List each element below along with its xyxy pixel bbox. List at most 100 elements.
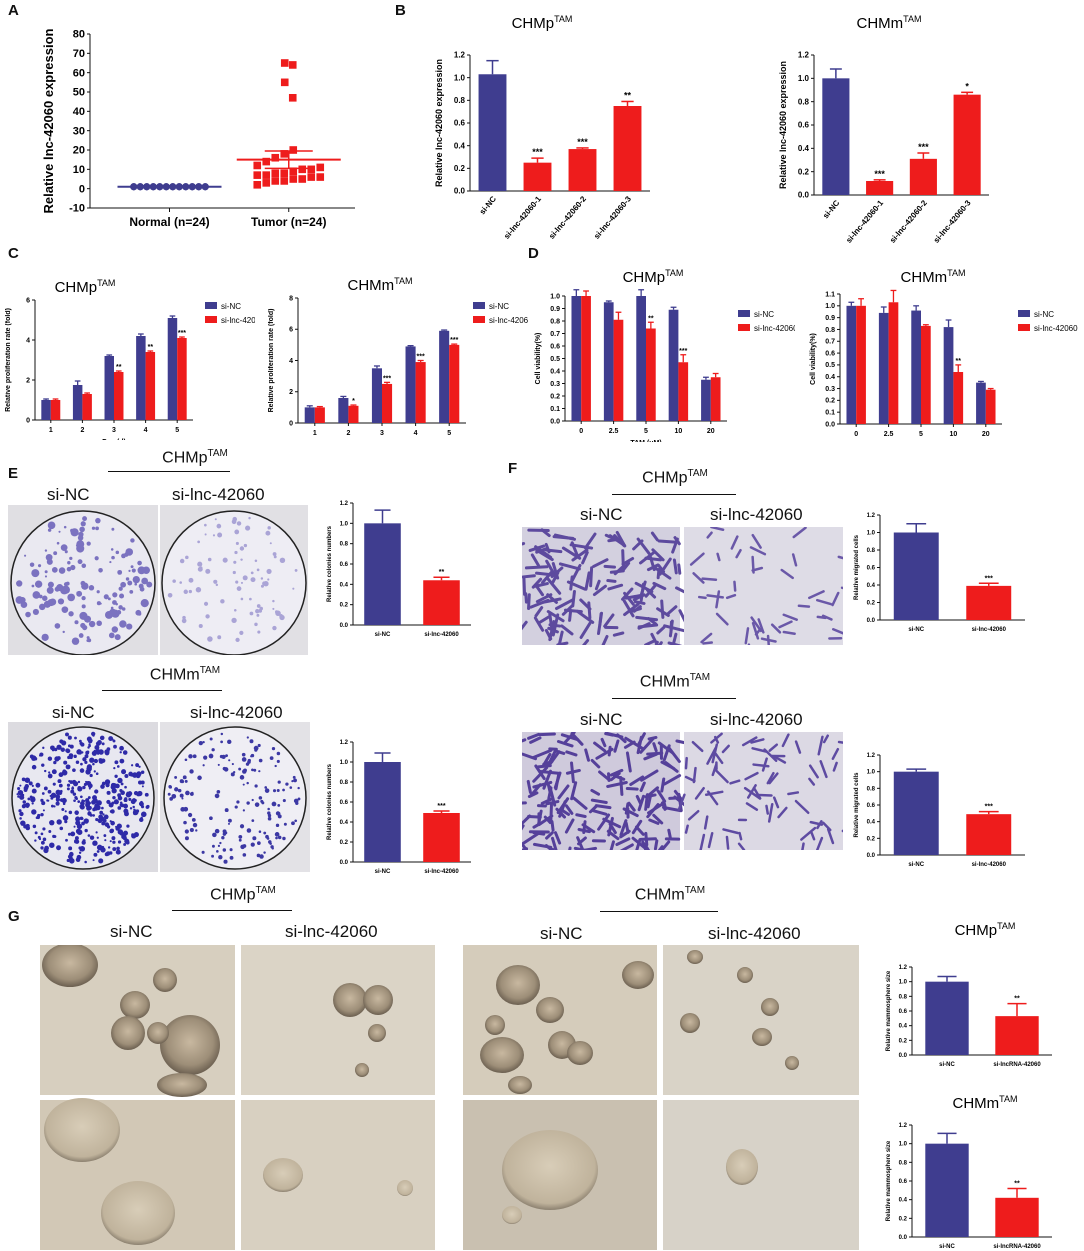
y-tick-label: 0.4 <box>340 820 349 826</box>
data-point <box>253 181 262 189</box>
y-axis-label: Relative lnc-42060 expression <box>41 28 56 213</box>
y-tick-label: 0.6 <box>825 350 835 357</box>
y-axis-label: Cell viability(%) <box>810 333 817 385</box>
bar <box>995 1197 1039 1237</box>
x-axis-label: TAM (uM) <box>630 440 661 442</box>
g-mammosphere-photos <box>40 945 859 1250</box>
y-tick-label: 60 <box>73 67 85 79</box>
data-point <box>298 165 307 174</box>
legend-swatch <box>1018 324 1030 331</box>
data-point <box>271 153 280 162</box>
x-tick-label: 10 <box>675 428 683 435</box>
y-tick-label: 1.0 <box>798 74 810 83</box>
chart-f1-bar: 0.0 0.2 0.4 0.6 0.8 1.0 1.2 Relative migrated c… <box>854 513 1025 633</box>
data-point <box>289 175 298 183</box>
y-tick-label: 0.0 <box>550 418 560 425</box>
y-tick-label: 1.2 <box>340 501 349 507</box>
legend-swatch <box>205 316 217 323</box>
y-axis-label: Relative colonies numbers <box>327 763 333 840</box>
y-tick-label: 0.8 <box>899 1160 908 1166</box>
y-tick-label: 80 <box>73 29 85 41</box>
g-label-si-nc-right: si-NC <box>540 924 583 943</box>
bar <box>678 362 689 421</box>
x-tick-label: si-lnc-42060 <box>424 632 459 638</box>
y-tick-label: 0.2 <box>798 167 810 176</box>
significance-mark: ** <box>1014 1180 1020 1187</box>
significance-mark: *** <box>450 337 458 344</box>
y-tick-label: 0.4 <box>899 1024 908 1030</box>
data-point <box>316 163 325 172</box>
chart-title: CHMmTAM <box>953 1094 1018 1112</box>
x-tick-label: si-lnc-42060 <box>424 869 459 875</box>
f-migration-photos-chmm <box>522 732 843 850</box>
y-tick-label: 0.8 <box>867 548 876 554</box>
data-point <box>316 173 325 181</box>
bar <box>177 338 187 420</box>
bar <box>423 813 460 862</box>
panel-letter-e: E <box>8 465 19 482</box>
bar <box>50 400 61 420</box>
x-tick-label: 5 <box>644 428 648 435</box>
y-tick-label: 0.4 <box>340 582 349 588</box>
chart-e2-bar: 0.0 0.2 0.4 0.6 0.8 1.0 1.2 Relative colonies n… <box>327 740 471 875</box>
chart-b1-bar: 0.0 0.2 0.4 0.6 0.8 1.0 1.2 Relative lnc-42060 … <box>434 14 650 241</box>
significance-mark: ** <box>648 315 654 322</box>
significance-mark: ** <box>624 90 632 100</box>
bar <box>72 385 83 420</box>
g-divider-left <box>172 910 292 911</box>
bar <box>568 149 597 191</box>
y-tick-label: 0.6 <box>867 803 876 809</box>
legend-label: si-lnc-42060 <box>489 316 528 325</box>
bar <box>423 580 460 625</box>
x-tick-label: 4 <box>414 430 418 437</box>
f-divider-top <box>612 494 736 495</box>
legend-swatch <box>473 316 485 323</box>
y-tick-label: 6 <box>26 297 30 304</box>
bar <box>603 302 614 421</box>
legend-label: si-lnc-42060 <box>754 324 795 333</box>
bar <box>668 309 679 421</box>
x-tick-label: 1 <box>313 430 317 437</box>
x-tick-label: 3 <box>112 427 116 434</box>
x-tick-label: si-NC <box>908 627 924 633</box>
x-tick-label: si-lnc-42060-3 <box>592 194 633 241</box>
bar <box>953 372 964 424</box>
significance-mark: ** <box>116 364 122 371</box>
g-divider-right <box>600 911 718 912</box>
significance-mark: * <box>352 398 355 405</box>
y-tick-label: 0.2 <box>899 1038 908 1044</box>
x-tick-label: si-NC <box>375 632 391 638</box>
legend-label: si-NC <box>221 302 241 311</box>
significance-mark: ** <box>148 344 154 351</box>
significance-mark: *** <box>383 375 391 382</box>
x-tick-label: 10 <box>950 431 958 438</box>
legend-label: si-lnc-42060 <box>1034 324 1078 333</box>
y-tick-label: 0.6 <box>454 119 466 128</box>
bar <box>371 368 382 423</box>
significance-mark: * <box>965 81 969 91</box>
x-tick-label: 0 <box>854 431 858 438</box>
legend-label: si-lnc-42060 <box>221 316 255 325</box>
bar <box>893 532 939 620</box>
y-tick-label: 50 <box>73 87 85 99</box>
y-tick-label: 0.2 <box>867 836 876 842</box>
g-title-chmm: CHMmTAM <box>634 885 706 904</box>
bar <box>878 312 889 424</box>
y-tick-label: 6 <box>289 327 293 334</box>
f-title-chmp: CHMpTAM <box>642 468 708 487</box>
bar <box>613 106 642 191</box>
y-tick-label: 0.7 <box>825 339 835 346</box>
bar <box>966 814 1012 855</box>
f-title-chmm: CHMmTAM <box>639 672 711 691</box>
y-tick-label: 0.8 <box>340 542 349 548</box>
y-tick-label: 1.2 <box>798 51 810 60</box>
bar <box>478 74 507 191</box>
y-tick-label: -10 <box>69 203 85 215</box>
e-colony-photos-chmm <box>8 722 310 872</box>
x-tick-label: 1 <box>49 427 53 434</box>
y-tick-label: 1.2 <box>340 740 349 746</box>
e-label-si-nc-top: si-NC <box>47 485 90 504</box>
y-tick-label: 1.0 <box>340 521 349 527</box>
y-axis-label: Relative migrated cells <box>854 772 860 838</box>
data-point <box>288 94 297 102</box>
